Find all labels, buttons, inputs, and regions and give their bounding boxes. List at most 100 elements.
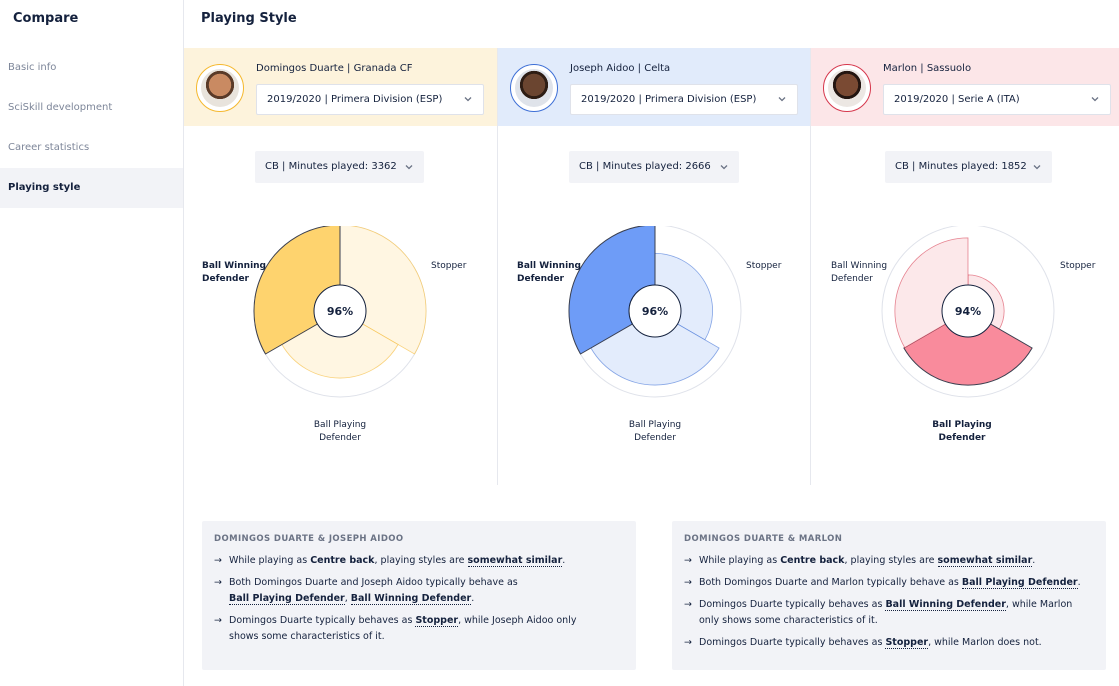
comparison-line: → Both Domingos Duarte and Marlon typical… bbox=[684, 575, 1094, 591]
nav-item-career-statistics[interactable]: Career statistics bbox=[8, 142, 90, 153]
text-run: While playing as bbox=[699, 555, 781, 566]
comparison-lines: → While playing as Centre back, playing s… bbox=[214, 553, 624, 645]
style-term-link[interactable]: Stopper bbox=[415, 615, 459, 627]
sidebar: Compare Basic info SciSkill development … bbox=[0, 0, 184, 686]
comparison-title: DOMINGOS DUARTE & MARLON bbox=[684, 534, 843, 544]
player-avatar bbox=[823, 64, 871, 112]
text-run: . bbox=[471, 593, 475, 604]
playing-style-chart: 96% Ball Winning Defender Stopper Ball P… bbox=[184, 224, 497, 446]
season-select-value: 2019/2020 | Serie A (ITA) bbox=[894, 94, 1020, 105]
text-run: shows some characteristics of it. bbox=[229, 631, 385, 642]
player-column-2: Joseph Aidoo | Celta 2019/2020 | Primera… bbox=[497, 48, 810, 485]
arrow-right-icon: → bbox=[684, 555, 692, 566]
text-run: . bbox=[562, 555, 566, 566]
comparison-line: → Domingos Duarte typically behaves as St… bbox=[684, 635, 1094, 651]
playing-style-chart: 96% Ball Winning Defender Stopper Ball P… bbox=[498, 224, 811, 446]
position-select[interactable]: CB | Minutes played: 3362 bbox=[255, 151, 424, 183]
arrow-right-icon: → bbox=[214, 577, 222, 588]
comparison-line: → Domingos Duarte typically behaves as St… bbox=[214, 613, 624, 645]
nav-item-basic-info[interactable]: Basic info bbox=[8, 62, 57, 73]
chevron-down-icon bbox=[464, 97, 472, 102]
sidebar-title: Compare bbox=[13, 11, 79, 26]
nav-item-sciskill-development[interactable]: SciSkill development bbox=[8, 102, 113, 113]
playing-style-wheel: 96% bbox=[568, 224, 742, 398]
arrow-right-icon: → bbox=[214, 615, 222, 626]
arrow-right-icon: → bbox=[684, 577, 692, 588]
position-select[interactable]: CB | Minutes played: 1852 bbox=[885, 151, 1052, 183]
comparison-line: → While playing as Centre back, playing s… bbox=[684, 553, 1094, 569]
text-run: , while Joseph Aidoo only bbox=[458, 615, 577, 626]
player-avatar bbox=[196, 64, 244, 112]
player-avatar bbox=[510, 64, 558, 112]
text-run: While playing as bbox=[229, 555, 311, 566]
position-select[interactable]: CB | Minutes played: 2666 bbox=[569, 151, 739, 183]
text-run: , playing styles are bbox=[844, 555, 938, 566]
text-run: Both Domingos Duarte and Marlon typicall… bbox=[699, 577, 962, 588]
chevron-down-icon bbox=[1033, 165, 1041, 170]
arrow-right-icon: → bbox=[684, 637, 692, 648]
season-select[interactable]: 2019/2020 | Primera Division (ESP) bbox=[570, 84, 798, 115]
text-run: . bbox=[1032, 555, 1036, 566]
comparison-duarte-aidoo: DOMINGOS DUARTE & JOSEPH AIDOO → While pl… bbox=[202, 521, 636, 670]
score-value: 96% bbox=[327, 305, 353, 318]
playing-style-chart: 94% Ball Winning Defender Stopper Ball P… bbox=[811, 224, 1119, 446]
comparison-duarte-marlon: DOMINGOS DUARTE & MARLON → While playing … bbox=[672, 521, 1106, 670]
highlight-term: Centre back bbox=[310, 555, 375, 566]
style-term-link[interactable]: Ball Winning Defender bbox=[350, 593, 472, 605]
highlight-term: Centre back bbox=[780, 555, 845, 566]
label-ball-playing-defender: Ball Playing Defender bbox=[313, 420, 367, 443]
season-select-value: 2019/2020 | Primera Division (ESP) bbox=[267, 94, 443, 105]
score-circle bbox=[313, 284, 367, 338]
season-select-value: 2019/2020 | Primera Division (ESP) bbox=[581, 94, 757, 105]
label-ball-playing-defender: Ball Playing Defender bbox=[628, 420, 682, 443]
position-select-value: CB | Minutes played: 2666 bbox=[579, 161, 711, 172]
player-column-1: Domingos Duarte | Granada CF 2019/2020 |… bbox=[184, 48, 497, 485]
arrow-right-icon: → bbox=[684, 599, 692, 610]
player-header: Joseph Aidoo | Celta 2019/2020 | Primera… bbox=[498, 48, 810, 126]
style-term-link[interactable]: Ball Playing Defender bbox=[229, 593, 345, 605]
arrow-right-icon: → bbox=[214, 555, 222, 566]
text-run: Domingos Duarte typically behaves as bbox=[229, 615, 416, 626]
label-stopper: Stopper bbox=[746, 261, 782, 271]
style-term-link[interactable]: Ball Winning Defender bbox=[885, 599, 1006, 611]
comparison-line: → Domingos Duarte typically behaves as Ba… bbox=[684, 597, 1094, 629]
comparison-line: → While playing as Centre back, playing s… bbox=[214, 553, 624, 569]
nav-item-playing-style[interactable]: Playing style bbox=[0, 168, 183, 208]
text-run: , bbox=[344, 593, 351, 604]
comparison-title: DOMINGOS DUARTE & JOSEPH AIDOO bbox=[214, 534, 404, 544]
player-name: Domingos Duarte | Granada CF bbox=[256, 63, 413, 74]
player-header: Marlon | Sassuolo 2019/2020 | Serie A (I… bbox=[811, 48, 1119, 126]
player-name: Marlon | Sassuolo bbox=[883, 63, 972, 74]
page-title: Playing Style bbox=[201, 11, 297, 26]
chevron-down-icon bbox=[405, 165, 413, 170]
style-term-link[interactable]: Ball Playing Defender bbox=[961, 577, 1078, 589]
season-select[interactable]: 2019/2020 | Serie A (ITA) bbox=[883, 84, 1111, 115]
player-header: Domingos Duarte | Granada CF 2019/2020 |… bbox=[184, 48, 497, 126]
label-stopper: Stopper bbox=[1060, 261, 1096, 271]
score-value: 96% bbox=[642, 305, 668, 318]
text-run: Both Domingos Duarte and Joseph Aidoo ty… bbox=[229, 577, 518, 588]
label-ball-playing-defender: Ball Playing Defender bbox=[932, 420, 992, 443]
score-circle bbox=[941, 284, 995, 338]
label-ball-winning-defender: Ball Winning Defender bbox=[517, 261, 581, 284]
style-term-link[interactable]: somewhat similar bbox=[937, 555, 1033, 567]
position-select-value: CB | Minutes played: 1852 bbox=[895, 161, 1027, 172]
chevron-down-icon bbox=[778, 97, 786, 102]
comparison-line: → Both Domingos Duarte and Joseph Aidoo t… bbox=[214, 575, 624, 607]
player-column-3: Marlon | Sassuolo 2019/2020 | Serie A (I… bbox=[810, 48, 1119, 485]
playing-style-wheel: 94% bbox=[881, 224, 1055, 398]
text-run: , while Marlon does not. bbox=[928, 637, 1042, 648]
comparison-lines: → While playing as Centre back, playing s… bbox=[684, 553, 1094, 651]
text-run: , playing styles are bbox=[374, 555, 468, 566]
position-select-value: CB | Minutes played: 3362 bbox=[265, 161, 397, 172]
season-select[interactable]: 2019/2020 | Primera Division (ESP) bbox=[256, 84, 484, 115]
label-ball-winning-defender: Ball Winning Defender bbox=[831, 261, 888, 284]
score-value: 94% bbox=[955, 305, 981, 318]
text-run: Domingos Duarte typically behaves as bbox=[699, 637, 886, 648]
style-term-link[interactable]: somewhat similar bbox=[467, 555, 563, 567]
style-term-link[interactable]: Stopper bbox=[885, 637, 929, 649]
text-run: only shows some characteristics of it. bbox=[699, 615, 878, 626]
chevron-down-icon bbox=[720, 165, 728, 170]
segment-ball-playing bbox=[281, 310, 399, 379]
label-ball-winning-defender: Ball Winning Defender bbox=[202, 261, 266, 284]
